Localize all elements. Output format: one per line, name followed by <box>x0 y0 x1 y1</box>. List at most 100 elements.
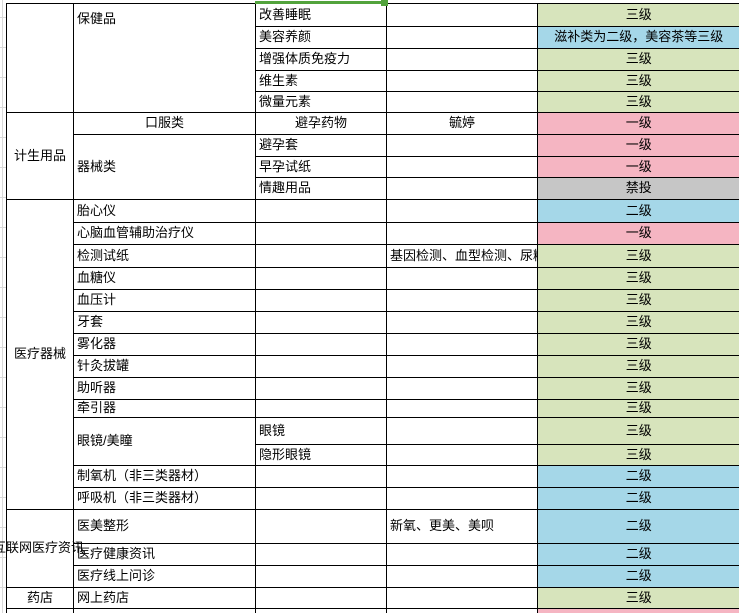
cell-note[interactable] <box>386 3 538 27</box>
cell-level[interactable]: 一级 <box>537 134 739 157</box>
cell-note[interactable] <box>386 134 538 157</box>
cell-note[interactable] <box>386 333 538 356</box>
cell-level[interactable]: 二级 <box>537 199 739 223</box>
cell-note[interactable] <box>386 444 538 466</box>
cell-level[interactable]: 三级 <box>537 417 739 445</box>
cell-note[interactable] <box>386 565 538 588</box>
cell-subcategory[interactable]: 针灸拔罐 <box>73 355 256 378</box>
cell-level[interactable]: 三级 <box>537 587 739 609</box>
cell-note[interactable] <box>386 177 538 200</box>
cell-level[interactable]: 三级 <box>537 377 739 400</box>
cell-note[interactable] <box>386 222 538 245</box>
cell-level[interactable]: 二级 <box>537 509 739 544</box>
cell-note[interactable] <box>386 543 538 566</box>
cell-item[interactable] <box>255 565 387 588</box>
cell-level[interactable]: 三级 <box>537 267 739 290</box>
cell-subcategory[interactable]: 呼吸机（非三类器材） <box>73 487 256 510</box>
cell-item[interactable] <box>255 543 387 566</box>
cell-subcategory[interactable]: 血糖仪 <box>73 267 256 290</box>
cell-note[interactable] <box>386 26 538 49</box>
cell-level[interactable]: 三级 <box>537 399 739 418</box>
cell-note[interactable] <box>386 355 538 378</box>
cell-category[interactable]: 计生用品 <box>6 112 74 200</box>
cell-item[interactable]: 情趣用品 <box>255 177 387 200</box>
cell-level[interactable]: 三级 <box>537 48 739 71</box>
cell-note[interactable]: 新氧、更美、美呗 <box>386 509 538 544</box>
cell-level[interactable]: 三级 <box>537 70 739 92</box>
cell-subcategory[interactable]: 制氧机（非三类器材） <box>73 465 256 488</box>
cell-item[interactable]: 早孕试纸 <box>255 156 387 178</box>
cell-item[interactable]: 眼镜 <box>255 417 387 445</box>
cell-level[interactable]: 滋补类为二级，美容茶等三级 <box>537 26 739 49</box>
cell-item[interactable]: 避孕药物 <box>255 112 387 135</box>
cell-note[interactable] <box>386 91 538 113</box>
cell-subcategory[interactable]: 器械类 <box>73 134 256 200</box>
cell-note[interactable] <box>386 465 538 488</box>
cell-subcategory[interactable]: 心脑血管辅助治疗仪 <box>73 222 256 245</box>
cell-item[interactable]: 美容养颜 <box>255 26 387 49</box>
cell-item[interactable]: 增强体质免疫力 <box>255 48 387 71</box>
cell-level[interactable]: 二级 <box>537 465 739 488</box>
cell-subcategory[interactable] <box>73 608 256 613</box>
cell-level[interactable]: 一级 <box>537 222 739 245</box>
cell-level[interactable] <box>537 608 739 613</box>
cell-note[interactable]: 毓婷 <box>386 112 538 135</box>
cell-category[interactable]: 药店 <box>6 587 74 609</box>
cell-note[interactable] <box>386 311 538 334</box>
cell-note[interactable] <box>386 417 538 445</box>
cell-subcategory[interactable]: 牵引器 <box>73 399 256 418</box>
cell-note[interactable] <box>386 289 538 312</box>
cell-item[interactable]: 避孕套 <box>255 134 387 157</box>
cell-item[interactable] <box>255 487 387 510</box>
cell-item[interactable] <box>255 355 387 378</box>
cell-note[interactable] <box>386 70 538 92</box>
cell-item[interactable] <box>255 222 387 245</box>
cell-item[interactable] <box>255 333 387 356</box>
cell-level[interactable]: 三级 <box>537 91 739 113</box>
cell-level[interactable]: 二级 <box>537 565 739 588</box>
cell-note[interactable] <box>386 267 538 290</box>
cell-item[interactable] <box>255 311 387 334</box>
cell-level[interactable]: 三级 <box>537 444 739 466</box>
cell-subcategory[interactable]: 保健品 <box>73 3 256 113</box>
cell-subcategory[interactable]: 检测试纸 <box>73 244 256 268</box>
cell-item[interactable] <box>255 587 387 609</box>
cell-item[interactable] <box>255 465 387 488</box>
cell-subcategory[interactable]: 口服类 <box>73 112 256 135</box>
selection-fill-handle[interactable] <box>381 0 388 6</box>
cell-level[interactable]: 二级 <box>537 543 739 566</box>
cell-category[interactable] <box>6 3 74 113</box>
cell-note[interactable] <box>386 399 538 418</box>
cell-subcategory[interactable]: 胎心仪 <box>73 199 256 223</box>
cell-level[interactable]: 禁投 <box>537 177 739 200</box>
cell-level[interactable]: 二级 <box>537 487 739 510</box>
cell-subcategory[interactable]: 眼镜/美瞳 <box>73 417 256 466</box>
cell-item[interactable] <box>255 267 387 290</box>
cell-level[interactable]: 三级 <box>537 244 739 268</box>
cell-note[interactable] <box>386 377 538 400</box>
cell-item[interactable] <box>255 608 387 613</box>
cell-level[interactable]: 三级 <box>537 3 739 27</box>
cell-note[interactable]: 基因检测、血型检测、尿糖 <box>386 244 538 268</box>
cell-item[interactable]: 维生素 <box>255 70 387 92</box>
cell-subcategory[interactable]: 医疗健康资讯 <box>73 543 256 566</box>
cell-item[interactable] <box>255 199 387 223</box>
cell-item[interactable]: 隐形眼镜 <box>255 444 387 466</box>
cell-item[interactable]: 改善睡眠 <box>255 3 387 27</box>
cell-subcategory[interactable]: 雾化器 <box>73 333 256 356</box>
cell-category[interactable]: 互联网医疗资讯 <box>0 509 84 588</box>
cell-note[interactable] <box>386 48 538 71</box>
cell-subcategory[interactable]: 血压计 <box>73 289 256 312</box>
cell-level[interactable]: 一级 <box>537 156 739 178</box>
cell-item[interactable] <box>255 399 387 418</box>
cell-subcategory[interactable]: 助听器 <box>73 377 256 400</box>
cell-subcategory[interactable]: 医疗线上问诊 <box>73 565 256 588</box>
cell-level[interactable]: 三级 <box>537 289 739 312</box>
cell-level[interactable]: 三级 <box>537 311 739 334</box>
cell-item[interactable] <box>255 289 387 312</box>
cell-item[interactable] <box>255 244 387 268</box>
cell-note[interactable] <box>386 156 538 178</box>
cell-note[interactable] <box>386 587 538 609</box>
cell-subcategory[interactable]: 医美整形 <box>73 509 256 544</box>
cell-item[interactable] <box>255 509 387 544</box>
